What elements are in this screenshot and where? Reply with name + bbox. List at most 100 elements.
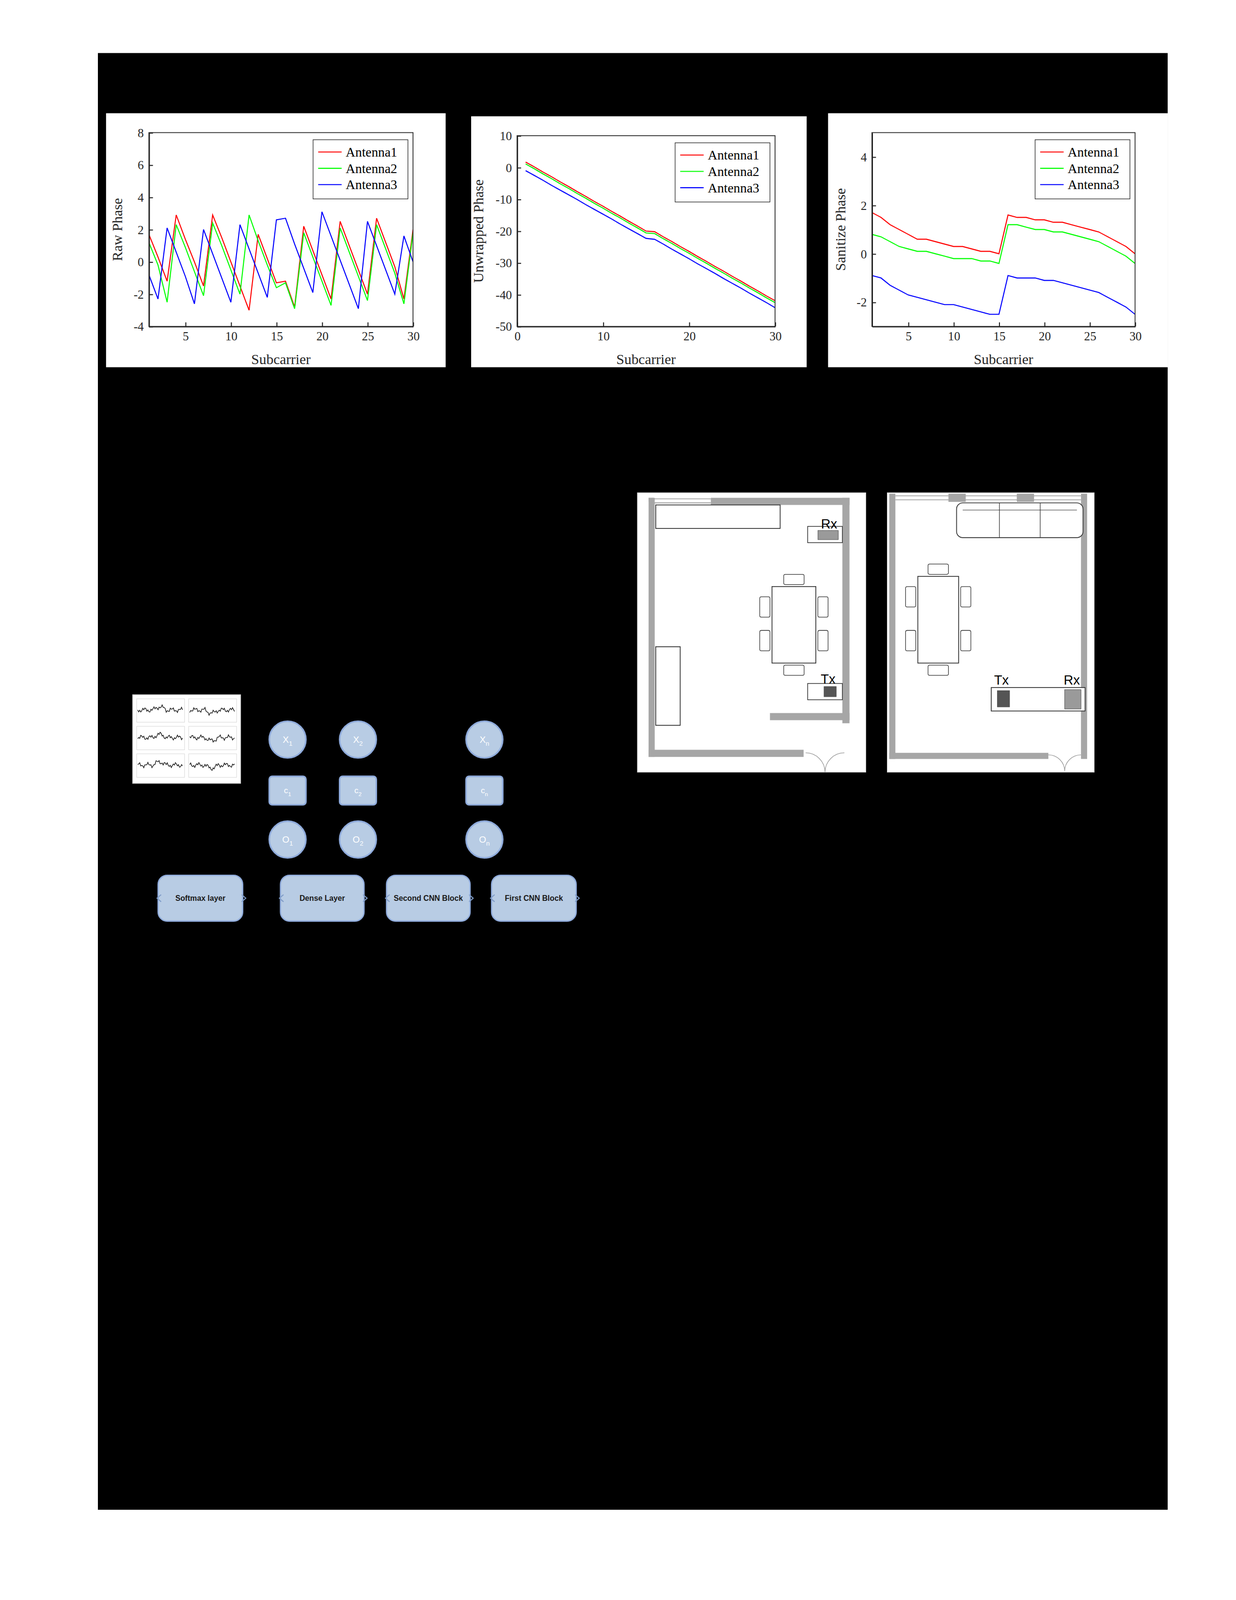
cnn-diagram: X1X2Xnc1c2cnO1O2OnSoftmax layerDense Lay…: [132, 694, 580, 921]
block-arrow: [279, 894, 284, 902]
window: [652, 502, 712, 504]
y-tick-label: 2: [860, 199, 868, 213]
chair: [905, 630, 916, 651]
chair: [817, 630, 828, 651]
output-label-base: O: [478, 834, 487, 845]
window: [652, 498, 712, 499]
input-label-base: X: [479, 734, 486, 745]
signal-thumbnail: [132, 694, 241, 784]
y-tick-label: -30: [495, 256, 513, 270]
input-label-base: X: [282, 734, 289, 745]
y-tick-mark: [871, 205, 876, 206]
legend-key: [680, 154, 704, 156]
block-arrow: [385, 894, 390, 902]
y-tick-label: 4: [137, 190, 144, 205]
y-tick: 4: [860, 150, 877, 164]
x-tick-mark: [689, 322, 691, 327]
plan-background: [637, 492, 866, 772]
x-tick-label: 15: [993, 329, 1006, 343]
device-label: Tx: [994, 672, 1010, 688]
receiver-device: [1064, 689, 1082, 709]
sofa-frame: [956, 502, 1084, 538]
page: 51015202530-4-202468SubcarrierRaw PhaseA…: [0, 0, 1236, 1600]
wall: [648, 497, 655, 757]
output-label: On: [478, 834, 490, 847]
cell-label-base: c: [354, 785, 359, 795]
wall: [889, 493, 896, 759]
y-tick-mark: [871, 301, 876, 303]
x-tick-mark: [602, 322, 604, 327]
legend-box: [313, 139, 409, 199]
cell-node: [466, 776, 504, 805]
x-axis: 0102030: [514, 322, 782, 343]
wall: [710, 497, 850, 506]
legend-box: [1035, 139, 1131, 199]
chair: [928, 563, 949, 574]
x-tick-label: 10: [948, 329, 961, 343]
y-tick: -50: [495, 319, 522, 333]
counter: [991, 687, 1086, 711]
cell-label-subscript: n: [484, 790, 489, 797]
x-tick: 25: [362, 322, 375, 343]
x-tick-label: 10: [225, 329, 238, 343]
sofa-seam: [998, 502, 1000, 538]
output-label: O2: [352, 834, 364, 847]
x-tick: 15: [993, 322, 1006, 343]
x-tick-mark: [998, 322, 1000, 327]
x-tick-label: 20: [683, 329, 696, 343]
device-label: Rx: [821, 516, 838, 532]
legend-key: [317, 151, 342, 153]
axis-line: [149, 326, 414, 328]
thumbnail-signal: [137, 731, 183, 740]
block-arrow: [575, 894, 580, 902]
cell-label-base: c: [284, 785, 288, 795]
legend-key: [317, 184, 342, 186]
chair: [960, 586, 971, 607]
legend: Antenna1Antenna2Antenna3: [313, 139, 409, 199]
legend-key: [680, 170, 704, 172]
output-node: [269, 821, 306, 858]
thumbnail-cell: [188, 698, 237, 722]
y-tick: -40: [495, 288, 522, 302]
cell-node: [339, 776, 377, 805]
y-axis-title: Raw Phase: [109, 197, 126, 261]
sofa-seam: [962, 509, 1078, 510]
y-tick-mark: [517, 167, 522, 169]
y-axis-title: Sanitize Phase: [832, 188, 849, 271]
y-tick: -10: [495, 192, 522, 206]
cell-label-subscript: 2: [358, 790, 362, 797]
legend-key: [1040, 184, 1064, 186]
y-tick-label: 6: [137, 158, 144, 172]
y-tick-label: -10: [495, 192, 513, 206]
x-tick-label: 25: [362, 329, 375, 343]
x-tick-label: 5: [905, 329, 912, 343]
input-label: X1: [282, 734, 293, 747]
chart-panel: [471, 116, 807, 368]
sofa-seam: [1039, 502, 1041, 538]
legend: Antenna1Antenna2Antenna3: [675, 142, 771, 203]
y-tick-mark: [517, 294, 522, 296]
y-tick-mark: [871, 253, 876, 255]
legend-key: [317, 167, 342, 169]
y-tick-mark: [517, 326, 522, 328]
y-tick-label: 4: [860, 150, 868, 164]
chair: [759, 630, 770, 651]
legend-key: [1040, 167, 1064, 169]
x-tick-mark: [230, 322, 232, 327]
x-tick-label: 15: [270, 329, 284, 343]
y-axis-title: Unwrapped Phase: [470, 179, 487, 283]
legend-label: Antenna1: [707, 147, 760, 163]
block-arrow: [157, 894, 161, 902]
input-node: [269, 721, 306, 759]
transmitter-device: [997, 690, 1010, 707]
legend-label: Antenna1: [345, 144, 397, 160]
y-tick: -2: [856, 295, 876, 309]
input-label: X2: [352, 734, 363, 747]
cell-label: c1: [284, 785, 292, 797]
thumbnail-cell: [136, 698, 185, 722]
y-tick-label: -2: [856, 295, 867, 309]
thumbnail-signal: [189, 734, 235, 743]
y-tick: -30: [495, 256, 522, 270]
x-tick-mark: [1044, 322, 1046, 327]
input-node: [339, 721, 377, 759]
